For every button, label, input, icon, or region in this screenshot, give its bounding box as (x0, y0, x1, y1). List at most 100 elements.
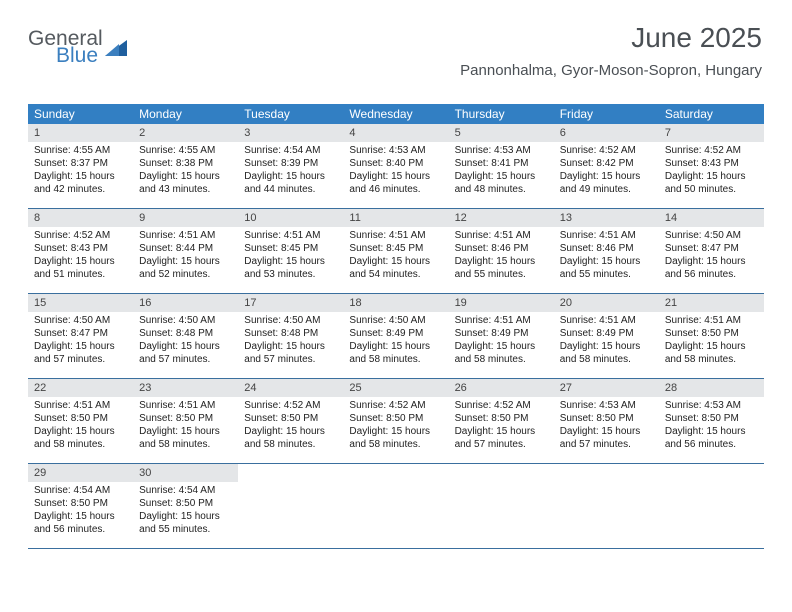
day-cell (659, 464, 764, 548)
daylight-line: Daylight: 15 hours and 55 minutes. (560, 255, 653, 281)
sunset-line: Sunset: 8:43 PM (665, 157, 758, 170)
daylight-line: Daylight: 15 hours and 55 minutes. (139, 510, 232, 536)
daylight-line: Daylight: 15 hours and 53 minutes. (244, 255, 337, 281)
day-number: 24 (238, 379, 343, 397)
sunrise-line: Sunrise: 4:52 AM (244, 399, 337, 412)
sunrise-line: Sunrise: 4:50 AM (34, 314, 127, 327)
weekday-header: Sunday (28, 104, 133, 124)
day-cell (238, 464, 343, 548)
sunset-line: Sunset: 8:50 PM (244, 412, 337, 425)
daylight-line: Daylight: 15 hours and 55 minutes. (455, 255, 548, 281)
sunset-line: Sunset: 8:50 PM (560, 412, 653, 425)
sunrise-line: Sunrise: 4:55 AM (34, 144, 127, 157)
sunrise-line: Sunrise: 4:51 AM (560, 229, 653, 242)
sunrise-line: Sunrise: 4:52 AM (34, 229, 127, 242)
sunrise-line: Sunrise: 4:53 AM (455, 144, 548, 157)
day-number: 25 (343, 379, 448, 397)
day-body: Sunrise: 4:52 AMSunset: 8:50 PMDaylight:… (449, 397, 554, 455)
day-body: Sunrise: 4:51 AMSunset: 8:50 PMDaylight:… (659, 312, 764, 370)
weekday-header-row: SundayMondayTuesdayWednesdayThursdayFrid… (28, 104, 764, 124)
day-number: 22 (28, 379, 133, 397)
sunset-line: Sunset: 8:50 PM (349, 412, 442, 425)
sunset-line: Sunset: 8:50 PM (34, 497, 127, 510)
sunset-line: Sunset: 8:47 PM (665, 242, 758, 255)
day-cell: 21Sunrise: 4:51 AMSunset: 8:50 PMDayligh… (659, 294, 764, 378)
day-body: Sunrise: 4:51 AMSunset: 8:49 PMDaylight:… (554, 312, 659, 370)
logo-text: General Blue (28, 28, 103, 66)
day-body: Sunrise: 4:52 AMSunset: 8:50 PMDaylight:… (343, 397, 448, 455)
sunset-line: Sunset: 8:40 PM (349, 157, 442, 170)
sunset-line: Sunset: 8:50 PM (34, 412, 127, 425)
sunrise-line: Sunrise: 4:51 AM (455, 314, 548, 327)
day-cell: 18Sunrise: 4:50 AMSunset: 8:49 PMDayligh… (343, 294, 448, 378)
day-cell: 20Sunrise: 4:51 AMSunset: 8:49 PMDayligh… (554, 294, 659, 378)
daylight-line: Daylight: 15 hours and 46 minutes. (349, 170, 442, 196)
day-cell: 23Sunrise: 4:51 AMSunset: 8:50 PMDayligh… (133, 379, 238, 463)
daylight-line: Daylight: 15 hours and 58 minutes. (455, 340, 548, 366)
daylight-line: Daylight: 15 hours and 43 minutes. (139, 170, 232, 196)
day-cell (554, 464, 659, 548)
sunrise-line: Sunrise: 4:54 AM (139, 484, 232, 497)
daylight-line: Daylight: 15 hours and 58 minutes. (349, 340, 442, 366)
day-number: 18 (343, 294, 448, 312)
sunset-line: Sunset: 8:46 PM (455, 242, 548, 255)
day-number: 28 (659, 379, 764, 397)
day-number: 12 (449, 209, 554, 227)
day-number: 8 (28, 209, 133, 227)
daylight-line: Daylight: 15 hours and 58 minutes. (139, 425, 232, 451)
location-text: Pannonhalma, Gyor-Moson-Sopron, Hungary (460, 62, 762, 79)
day-number: 3 (238, 124, 343, 142)
day-number: 26 (449, 379, 554, 397)
weekday-header: Saturday (659, 104, 764, 124)
sunrise-line: Sunrise: 4:55 AM (139, 144, 232, 157)
day-number: 19 (449, 294, 554, 312)
day-cell: 11Sunrise: 4:51 AMSunset: 8:45 PMDayligh… (343, 209, 448, 293)
daylight-line: Daylight: 15 hours and 57 minutes. (244, 340, 337, 366)
day-body: Sunrise: 4:54 AMSunset: 8:50 PMDaylight:… (133, 482, 238, 540)
day-cell: 9Sunrise: 4:51 AMSunset: 8:44 PMDaylight… (133, 209, 238, 293)
day-body: Sunrise: 4:53 AMSunset: 8:40 PMDaylight:… (343, 142, 448, 200)
calendar: SundayMondayTuesdayWednesdayThursdayFrid… (28, 104, 764, 549)
day-cell: 22Sunrise: 4:51 AMSunset: 8:50 PMDayligh… (28, 379, 133, 463)
daylight-line: Daylight: 15 hours and 56 minutes. (34, 510, 127, 536)
sunset-line: Sunset: 8:50 PM (665, 327, 758, 340)
sunrise-line: Sunrise: 4:51 AM (560, 314, 653, 327)
day-body: Sunrise: 4:51 AMSunset: 8:50 PMDaylight:… (133, 397, 238, 455)
day-number: 10 (238, 209, 343, 227)
sunset-line: Sunset: 8:45 PM (349, 242, 442, 255)
daylight-line: Daylight: 15 hours and 42 minutes. (34, 170, 127, 196)
sunset-line: Sunset: 8:46 PM (560, 242, 653, 255)
day-cell: 3Sunrise: 4:54 AMSunset: 8:39 PMDaylight… (238, 124, 343, 208)
sunset-line: Sunset: 8:41 PM (455, 157, 548, 170)
day-number: 21 (659, 294, 764, 312)
sunset-line: Sunset: 8:50 PM (139, 412, 232, 425)
day-cell: 27Sunrise: 4:53 AMSunset: 8:50 PMDayligh… (554, 379, 659, 463)
week-row: 15Sunrise: 4:50 AMSunset: 8:47 PMDayligh… (28, 294, 764, 379)
sunrise-line: Sunrise: 4:50 AM (244, 314, 337, 327)
day-cell: 29Sunrise: 4:54 AMSunset: 8:50 PMDayligh… (28, 464, 133, 548)
week-row: 29Sunrise: 4:54 AMSunset: 8:50 PMDayligh… (28, 464, 764, 549)
logo-sail-icon (105, 38, 131, 58)
day-body: Sunrise: 4:54 AMSunset: 8:39 PMDaylight:… (238, 142, 343, 200)
sunset-line: Sunset: 8:45 PM (244, 242, 337, 255)
sunset-line: Sunset: 8:39 PM (244, 157, 337, 170)
day-cell: 12Sunrise: 4:51 AMSunset: 8:46 PMDayligh… (449, 209, 554, 293)
sunrise-line: Sunrise: 4:51 AM (244, 229, 337, 242)
sunset-line: Sunset: 8:42 PM (560, 157, 653, 170)
sunrise-line: Sunrise: 4:52 AM (455, 399, 548, 412)
day-cell: 13Sunrise: 4:51 AMSunset: 8:46 PMDayligh… (554, 209, 659, 293)
day-number: 2 (133, 124, 238, 142)
sunrise-line: Sunrise: 4:50 AM (665, 229, 758, 242)
sunrise-line: Sunrise: 4:50 AM (139, 314, 232, 327)
day-body: Sunrise: 4:50 AMSunset: 8:49 PMDaylight:… (343, 312, 448, 370)
sunrise-line: Sunrise: 4:51 AM (34, 399, 127, 412)
day-number: 5 (449, 124, 554, 142)
logo-blue: Blue (56, 45, 103, 66)
day-cell (343, 464, 448, 548)
day-number: 14 (659, 209, 764, 227)
day-cell: 15Sunrise: 4:50 AMSunset: 8:47 PMDayligh… (28, 294, 133, 378)
day-number: 27 (554, 379, 659, 397)
day-body: Sunrise: 4:52 AMSunset: 8:43 PMDaylight:… (28, 227, 133, 285)
daylight-line: Daylight: 15 hours and 58 minutes. (665, 340, 758, 366)
daylight-line: Daylight: 15 hours and 57 minutes. (560, 425, 653, 451)
